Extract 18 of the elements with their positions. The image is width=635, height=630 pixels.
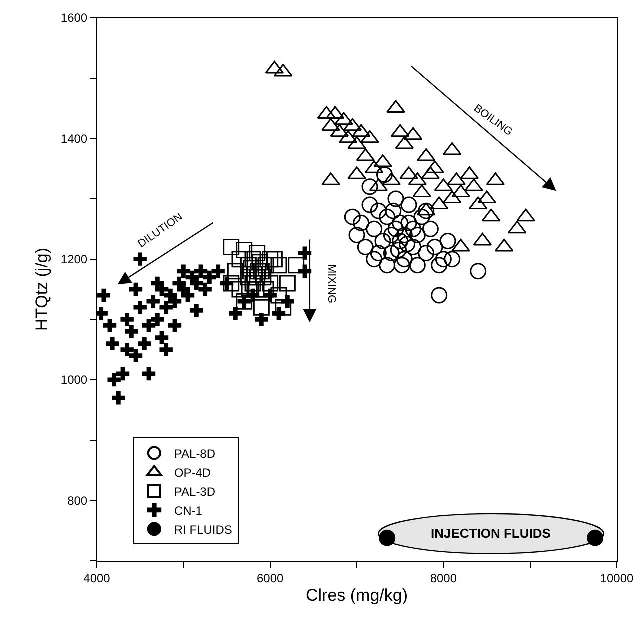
y-tick-label: 1200 xyxy=(60,252,88,267)
y-tick-label: 1600 xyxy=(60,11,88,26)
y-tick-label: 1000 xyxy=(60,373,88,388)
annotation: MIXING xyxy=(325,264,338,304)
x-axis-title: Clres (mg/kg) xyxy=(306,586,408,605)
y-axis-title: HTQtz (j/g) xyxy=(32,248,52,332)
x-tick-label: 10000 xyxy=(600,571,634,586)
x-tick-label: 8000 xyxy=(430,571,458,586)
annotation: INJECTION FLUIDS xyxy=(431,526,552,541)
y-tick-label: 1400 xyxy=(60,132,88,146)
legend-label: CN-1 xyxy=(174,504,203,518)
y-tick-label: 800 xyxy=(68,494,88,508)
x-tick-label: 6000 xyxy=(256,571,284,586)
legend-label: OP-4D xyxy=(174,466,212,480)
legend-label: RI FLUIDS xyxy=(174,522,232,537)
x-tick-label: 4000 xyxy=(84,571,111,586)
legend-label: PAL-3D xyxy=(174,484,216,499)
legend-label: PAL-8D xyxy=(174,446,216,461)
